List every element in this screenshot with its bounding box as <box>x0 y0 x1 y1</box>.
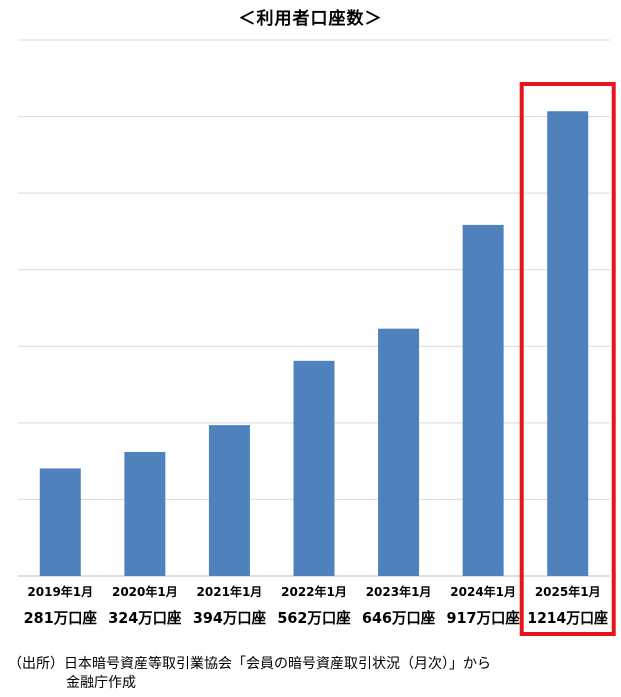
bar <box>39 468 81 576</box>
source-note: （出所）日本暗号資産等取引業協会「会員の暗号資産取引状況（月次）」から 金融庁作… <box>8 655 491 693</box>
source-line-2: 金融庁作成 <box>66 675 136 691</box>
value-label: 917万口座 <box>447 609 520 627</box>
bars <box>39 111 589 577</box>
category-label: 2022年1月 <box>281 584 347 599</box>
value-label: 281万口座 <box>24 609 97 627</box>
value-label: 1214万口座 <box>527 609 608 627</box>
source-line-1: （出所）日本暗号資産等取引業協会「会員の暗号資産取引状況（月次）」から <box>8 656 491 672</box>
bar <box>547 111 589 576</box>
value-label: 324万口座 <box>108 609 181 627</box>
category-labels: 2019年1月 2020年1月 2021年1月 2022年1月 2023年1月 2024年… <box>27 584 600 599</box>
category-label: 2025年1月 <box>535 584 601 599</box>
bar <box>462 224 504 577</box>
value-label: 562万口座 <box>277 609 350 627</box>
bar <box>208 425 250 576</box>
bar <box>124 451 166 576</box>
chart-title: ＜利用者口座数＞ <box>238 9 383 29</box>
highlight-frame <box>519 82 616 636</box>
bar <box>378 328 420 576</box>
category-label: 2023年1月 <box>366 584 432 599</box>
value-labels: 281万口座 324万口座 394万口座 562万口座 646万口座 917万口座 1214… <box>24 609 608 627</box>
value-label: 646万口座 <box>362 609 435 627</box>
category-label: 2021年1月 <box>197 584 263 599</box>
highlight-box <box>519 82 616 636</box>
category-label: 2019年1月 <box>27 584 93 599</box>
category-label: 2024年1月 <box>450 584 516 599</box>
bar-chart: 2019年1月 2020年1月 2021年1月 2022年1月 2023年1月 2024年… <box>18 39 616 636</box>
category-label: 2020年1月 <box>112 584 178 599</box>
value-label: 394万口座 <box>193 609 266 627</box>
bar <box>293 360 335 576</box>
